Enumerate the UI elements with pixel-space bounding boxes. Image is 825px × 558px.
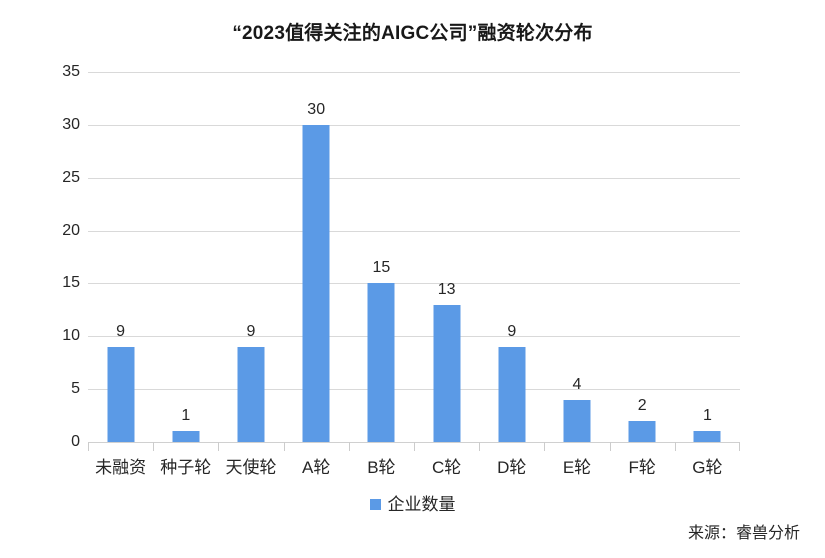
y-tick-label-35: 35 [62, 63, 80, 80]
legend-swatch-icon [369, 499, 381, 510]
gridline-15 [88, 283, 740, 285]
bar-value-label: 9 [116, 322, 126, 340]
bar-group: 13 [414, 72, 479, 442]
chart-title: “2023值得关注的AIGC公司”融资轮次分布 [232, 23, 593, 44]
x-tick-label-G轮: G轮 [692, 458, 723, 477]
gridline-30 [88, 124, 740, 126]
gridline-35 [88, 72, 740, 73]
chart-legend: 企业数量 [0, 496, 825, 513]
bar-value-label: 1 [181, 407, 191, 425]
x-tick-mark [218, 442, 220, 451]
bar-group: 9 [479, 72, 544, 442]
bar[interactable] [237, 346, 265, 442]
bar-group: 9 [218, 72, 283, 442]
bar[interactable] [628, 420, 656, 442]
gridline-10 [88, 336, 740, 338]
bar[interactable] [107, 346, 135, 442]
x-tick-label-种子轮: 种子轮 [160, 458, 212, 477]
x-tick-label-A轮: A轮 [302, 458, 331, 477]
gridline-25 [88, 177, 740, 179]
bar-value-label: 30 [307, 100, 326, 118]
x-tick-label-C轮: C轮 [431, 458, 462, 477]
legend-label: 企业数量 [387, 495, 456, 514]
bar[interactable] [498, 346, 526, 442]
bar-group: 1 [675, 72, 740, 442]
bar[interactable] [367, 283, 395, 442]
y-tick-label-15: 15 [62, 274, 80, 292]
y-tick-label-25: 25 [62, 168, 80, 186]
bar[interactable] [433, 304, 461, 442]
x-axis-ticks [88, 442, 740, 451]
bar-value-label: 2 [637, 396, 647, 414]
y-tick-label-0: 0 [71, 433, 80, 450]
x-tick-label-天使轮: 天使轮 [225, 458, 277, 477]
bar-value-label: 13 [437, 280, 456, 298]
bar-group: 15 [349, 72, 414, 442]
bar-value-label: 1 [702, 407, 712, 425]
x-tick-label-F轮: F轮 [628, 458, 656, 477]
legend-item-企业数量[interactable]: 企业数量 [369, 495, 456, 514]
x-tick-mark [544, 442, 546, 451]
x-tick-mark [674, 442, 676, 451]
x-axis-labels: 未融资 种子轮 天使轮 A轮 B轮 C轮 D轮 E轮 F轮 G轮 [88, 455, 740, 483]
bar[interactable] [563, 399, 591, 442]
x-tick-mark [739, 442, 740, 451]
x-tick-mark [153, 442, 155, 451]
y-tick-label-10: 10 [62, 327, 80, 345]
x-tick-label-D轮: D轮 [497, 458, 527, 477]
bar[interactable] [693, 431, 721, 442]
bar-series-企业数量: 9 1 9 30 15 13 9 4 2 1 [88, 72, 740, 442]
bar-group: 30 [284, 72, 349, 442]
x-tick-mark [609, 442, 611, 451]
x-tick-mark [283, 442, 285, 451]
bar-value-label: 4 [572, 375, 582, 393]
y-tick-label-30: 30 [62, 115, 80, 133]
bar-group: 2 [610, 72, 675, 442]
bar-value-label: 9 [507, 322, 517, 340]
bar-group: 4 [544, 72, 609, 442]
source-note: 来源：睿兽分析 [687, 525, 800, 542]
bar-group: 9 [88, 72, 153, 442]
bar-value-label: 15 [372, 259, 391, 277]
x-tick-mark [348, 442, 350, 451]
bar-group: 1 [153, 72, 218, 442]
x-tick-label-E轮: E轮 [562, 458, 592, 477]
x-tick-label-B轮: B轮 [367, 458, 396, 477]
x-tick-mark [88, 442, 89, 451]
bar-value-label: 9 [246, 322, 256, 340]
bar[interactable] [302, 124, 330, 442]
x-tick-mark [414, 442, 415, 451]
x-tick-mark [479, 442, 481, 451]
x-tick-label-未融资: 未融资 [95, 458, 147, 477]
gridline-5 [88, 389, 740, 391]
y-tick-label-20: 20 [62, 221, 80, 239]
gridline-20 [88, 230, 740, 232]
bar[interactable] [172, 431, 200, 442]
y-tick-label-5: 5 [71, 380, 80, 398]
